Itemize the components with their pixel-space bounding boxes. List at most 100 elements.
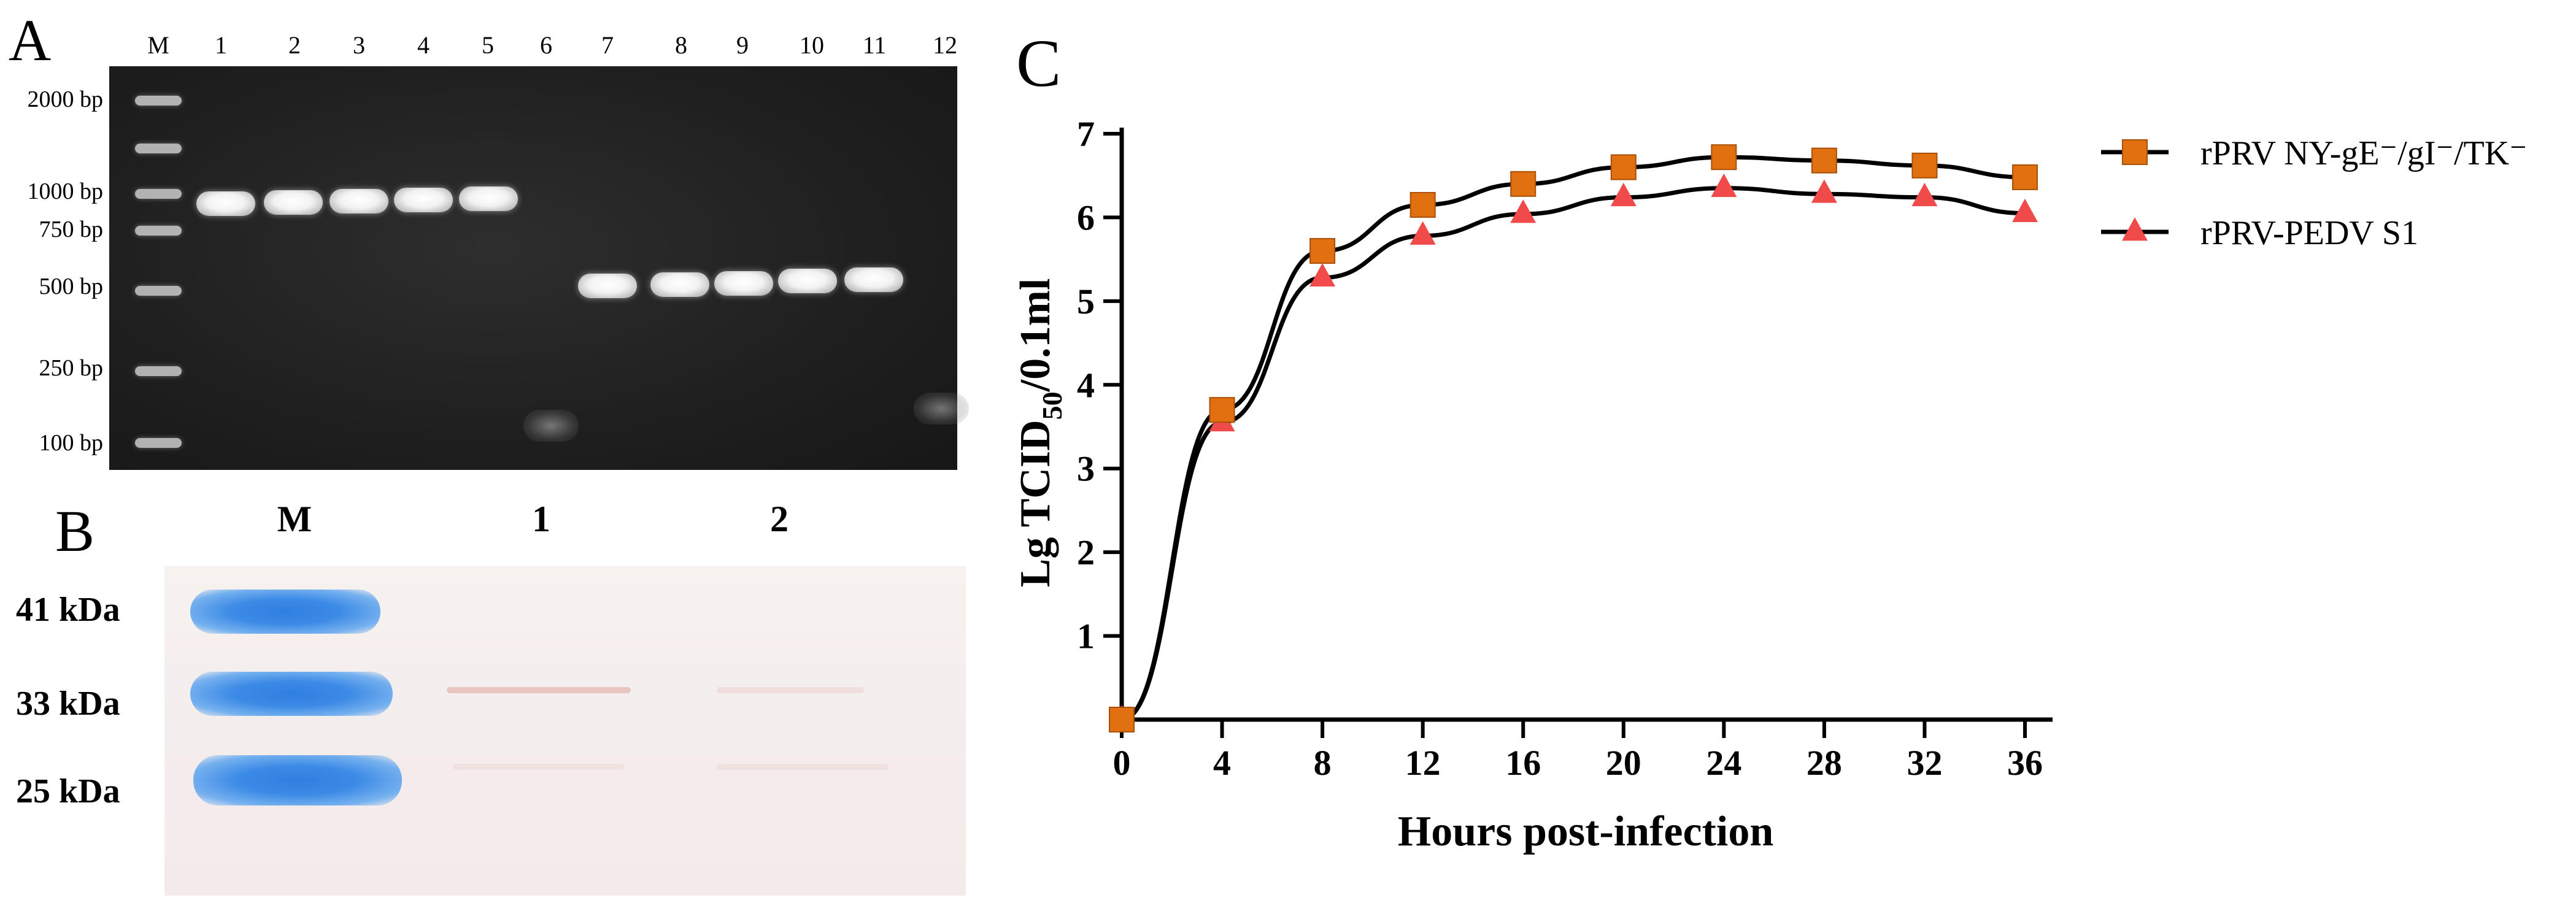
panel-letter-b: B — [55, 498, 95, 564]
y-tick-label: 4 — [1077, 365, 1095, 405]
y-tick-label: 1 — [1077, 617, 1095, 656]
data-point — [1409, 191, 1436, 218]
x-axis-label: Hours post-infection — [1398, 808, 1774, 855]
sample-band — [459, 186, 518, 211]
gel-panel: A M 1 2 3 4 5 6 7 8 9 10 11 12 2000 bp 1… — [0, 0, 969, 479]
sample-band — [578, 274, 637, 298]
data-point — [1209, 397, 1235, 423]
ladder-band — [135, 189, 182, 199]
gel-marker-label: 250 bp — [39, 355, 104, 381]
series-line — [1121, 155, 2026, 722]
gel-image — [109, 66, 969, 470]
wb-ladder-band — [190, 590, 380, 634]
gel-lane-label: 5 — [482, 31, 494, 59]
data-point — [1711, 173, 1737, 198]
data-point — [1309, 238, 1336, 264]
wb-ladder-band — [190, 672, 393, 716]
sample-band — [196, 191, 255, 216]
gel-lane-label: 11 — [862, 31, 887, 59]
gel-lane-label: 12 — [933, 31, 957, 59]
legend: rPRV NY-gE⁻/gI⁻/TK⁻ rPRV-PEDV S1 — [2101, 134, 2528, 252]
gel-marker-label: 500 bp — [39, 274, 104, 299]
wb-faint-band — [717, 687, 864, 693]
wb-ladder-band — [193, 755, 402, 805]
sample-band — [264, 190, 323, 215]
data-point — [1811, 147, 1837, 174]
x-tick-label: 28 — [1807, 743, 1842, 783]
data-point — [1610, 154, 1637, 180]
panel-letter-a: A — [9, 7, 52, 73]
wb-faint-band — [453, 764, 625, 770]
wb-marker-label: 25 kDa — [16, 772, 120, 810]
x-tick-label: 32 — [1907, 743, 1942, 783]
gel-marker-label: 1000 bp — [27, 179, 104, 204]
x-tick-label: 0 — [1113, 743, 1131, 783]
faint-band — [523, 410, 579, 442]
ladder-band — [135, 226, 182, 236]
growth-curve-chart: C 1 2 3 4 5 6 7 0 4 8 12 16 20 24 28 32 36 Hours post-inf… — [1006, 0, 2576, 908]
legend-marker — [2122, 139, 2148, 165]
gel-lane-label: 7 — [601, 31, 614, 59]
gel-marker-label: 100 bp — [39, 430, 104, 456]
data-point — [1510, 199, 1537, 223]
wb-faint-band — [717, 764, 889, 770]
y-tick-label: 2 — [1077, 532, 1095, 572]
y-tick-label: 5 — [1077, 282, 1095, 321]
ladder-band — [135, 366, 182, 376]
ladder-band — [135, 96, 182, 106]
panel-letter-c: C — [1016, 26, 1061, 101]
data-point — [1109, 707, 1135, 732]
legend-marker — [2122, 217, 2148, 241]
gel-marker-label: 2000 bp — [27, 86, 104, 112]
data-point — [2012, 198, 2038, 223]
wb-lane-label: 2 — [770, 499, 789, 539]
data-point — [1409, 221, 1436, 245]
x-tick-label: 24 — [1706, 743, 1741, 783]
y-tick-label: 3 — [1077, 449, 1095, 489]
y-axis-label: Lg TCID50/0.1ml — [1012, 279, 1068, 588]
gel-lane-label: 8 — [675, 31, 687, 59]
wb-lane-label: M — [277, 499, 312, 539]
ladder-band — [135, 438, 182, 448]
sample-band — [778, 269, 837, 293]
sample-band — [330, 189, 388, 213]
data-point — [1911, 182, 1938, 207]
data-point — [1610, 182, 1637, 207]
sample-band — [394, 188, 453, 212]
wb-faint-band — [447, 687, 631, 693]
gel-marker-label: 750 bp — [39, 217, 104, 242]
gel-lane-label: M — [147, 31, 169, 59]
data-point — [1811, 179, 1837, 203]
gel-lane-label: 1 — [215, 31, 227, 59]
x-tick-label: 4 — [1213, 743, 1231, 783]
y-tick-label: 6 — [1077, 198, 1095, 237]
gel-lane-label: 3 — [353, 31, 365, 59]
gel-lane-label: 6 — [540, 31, 552, 59]
wb-marker-label: 41 kDa — [16, 591, 120, 629]
x-tick-label: 20 — [1606, 743, 1641, 783]
data-point — [2012, 164, 2038, 190]
faint-band — [914, 393, 969, 425]
gel-lane-label: 10 — [800, 31, 824, 59]
ladder-band — [135, 286, 182, 296]
series-line — [1121, 186, 2026, 722]
sample-band — [844, 267, 903, 292]
gel-lane-label: 2 — [288, 31, 301, 59]
wb-lane-label: 1 — [532, 499, 550, 539]
legend-label: rPRV NY-gE⁻/gI⁻/TK⁻ — [2200, 134, 2528, 172]
x-tick-label: 36 — [2007, 743, 2043, 783]
gel-lane-label: 4 — [417, 31, 430, 59]
x-tick-label: 16 — [1505, 743, 1541, 783]
data-point — [1510, 171, 1537, 197]
sample-band — [714, 271, 773, 296]
data-point — [1911, 152, 1938, 179]
y-tick-label: 7 — [1077, 114, 1095, 154]
x-tick-label: 12 — [1405, 743, 1441, 783]
gel-lane-label: 9 — [736, 31, 749, 59]
legend-label: rPRV-PEDV S1 — [2200, 214, 2418, 252]
western-blot-image — [164, 566, 966, 896]
data-point — [1711, 144, 1737, 171]
wb-marker-label: 33 kDa — [16, 685, 120, 723]
